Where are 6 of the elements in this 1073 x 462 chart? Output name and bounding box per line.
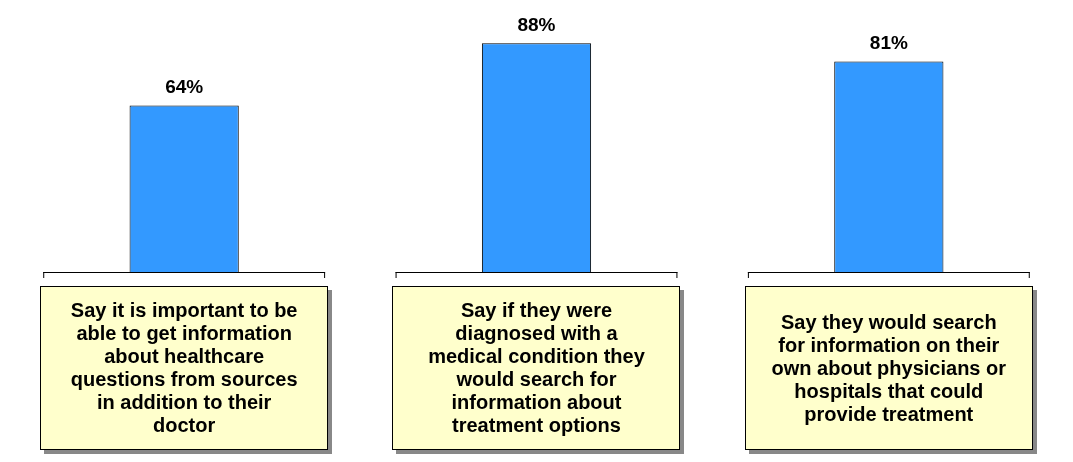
data-label: 81% <box>869 32 908 54</box>
data-label: 88% <box>517 13 556 35</box>
x-tick-label: Say they would search for information on their own about physicians or hospitals that could provide treatment <box>770 310 1008 426</box>
data-label: 64% <box>165 76 204 98</box>
x-tick-label: Say it is important to be able to get information about healthcare questions from sources in addition to their doctor <box>69 299 299 437</box>
x-tick-label: Say if they were diagnosed with a medical condition they would search for information about treatment options <box>427 299 646 437</box>
